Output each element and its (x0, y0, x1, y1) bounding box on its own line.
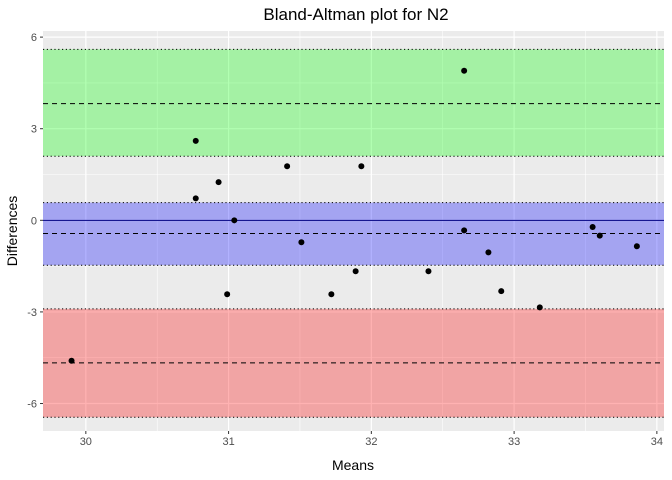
data-point (596, 232, 603, 239)
x-tick-label: 31 (222, 436, 234, 448)
x-axis-title: Means (332, 457, 374, 473)
data-point (425, 268, 432, 275)
data-point (461, 227, 468, 234)
x-axis-ticks: 30 31 32 33 34 (80, 431, 663, 448)
data-point (485, 249, 492, 256)
minor-gridlines (43, 31, 664, 431)
data-points (68, 67, 640, 364)
x-tick-label: 30 (80, 436, 92, 448)
data-point (589, 224, 596, 231)
y-axis-ticks: -6 -3 0 3 6 (27, 32, 43, 411)
y-tick-label: 6 (31, 32, 37, 44)
data-point (498, 288, 505, 295)
x-tick-label: 34 (651, 436, 663, 448)
reference-lines (43, 48, 664, 418)
chart-title: Bland-Altman plot for N2 (263, 5, 448, 24)
data-point (536, 304, 543, 311)
data-point (633, 243, 640, 250)
data-point (284, 163, 291, 170)
y-tick-label: -3 (27, 307, 37, 319)
data-point (358, 163, 365, 170)
y-tick-label: -6 (27, 399, 37, 411)
y-tick-label: 0 (31, 215, 37, 227)
data-point (328, 291, 335, 298)
data-point (68, 357, 75, 364)
y-tick-label: 3 (31, 124, 37, 136)
plot-panel (43, 31, 664, 431)
data-point (461, 67, 468, 74)
x-tick-label: 33 (508, 436, 520, 448)
data-point (215, 179, 222, 186)
data-point (192, 137, 199, 144)
data-point (298, 239, 305, 246)
data-point (352, 268, 359, 275)
data-point (231, 217, 238, 224)
data-point (224, 291, 231, 298)
agreement-band (43, 49, 664, 157)
y-axis-title: Differences (4, 196, 20, 267)
data-point (192, 195, 199, 202)
x-tick-label: 32 (365, 436, 377, 448)
